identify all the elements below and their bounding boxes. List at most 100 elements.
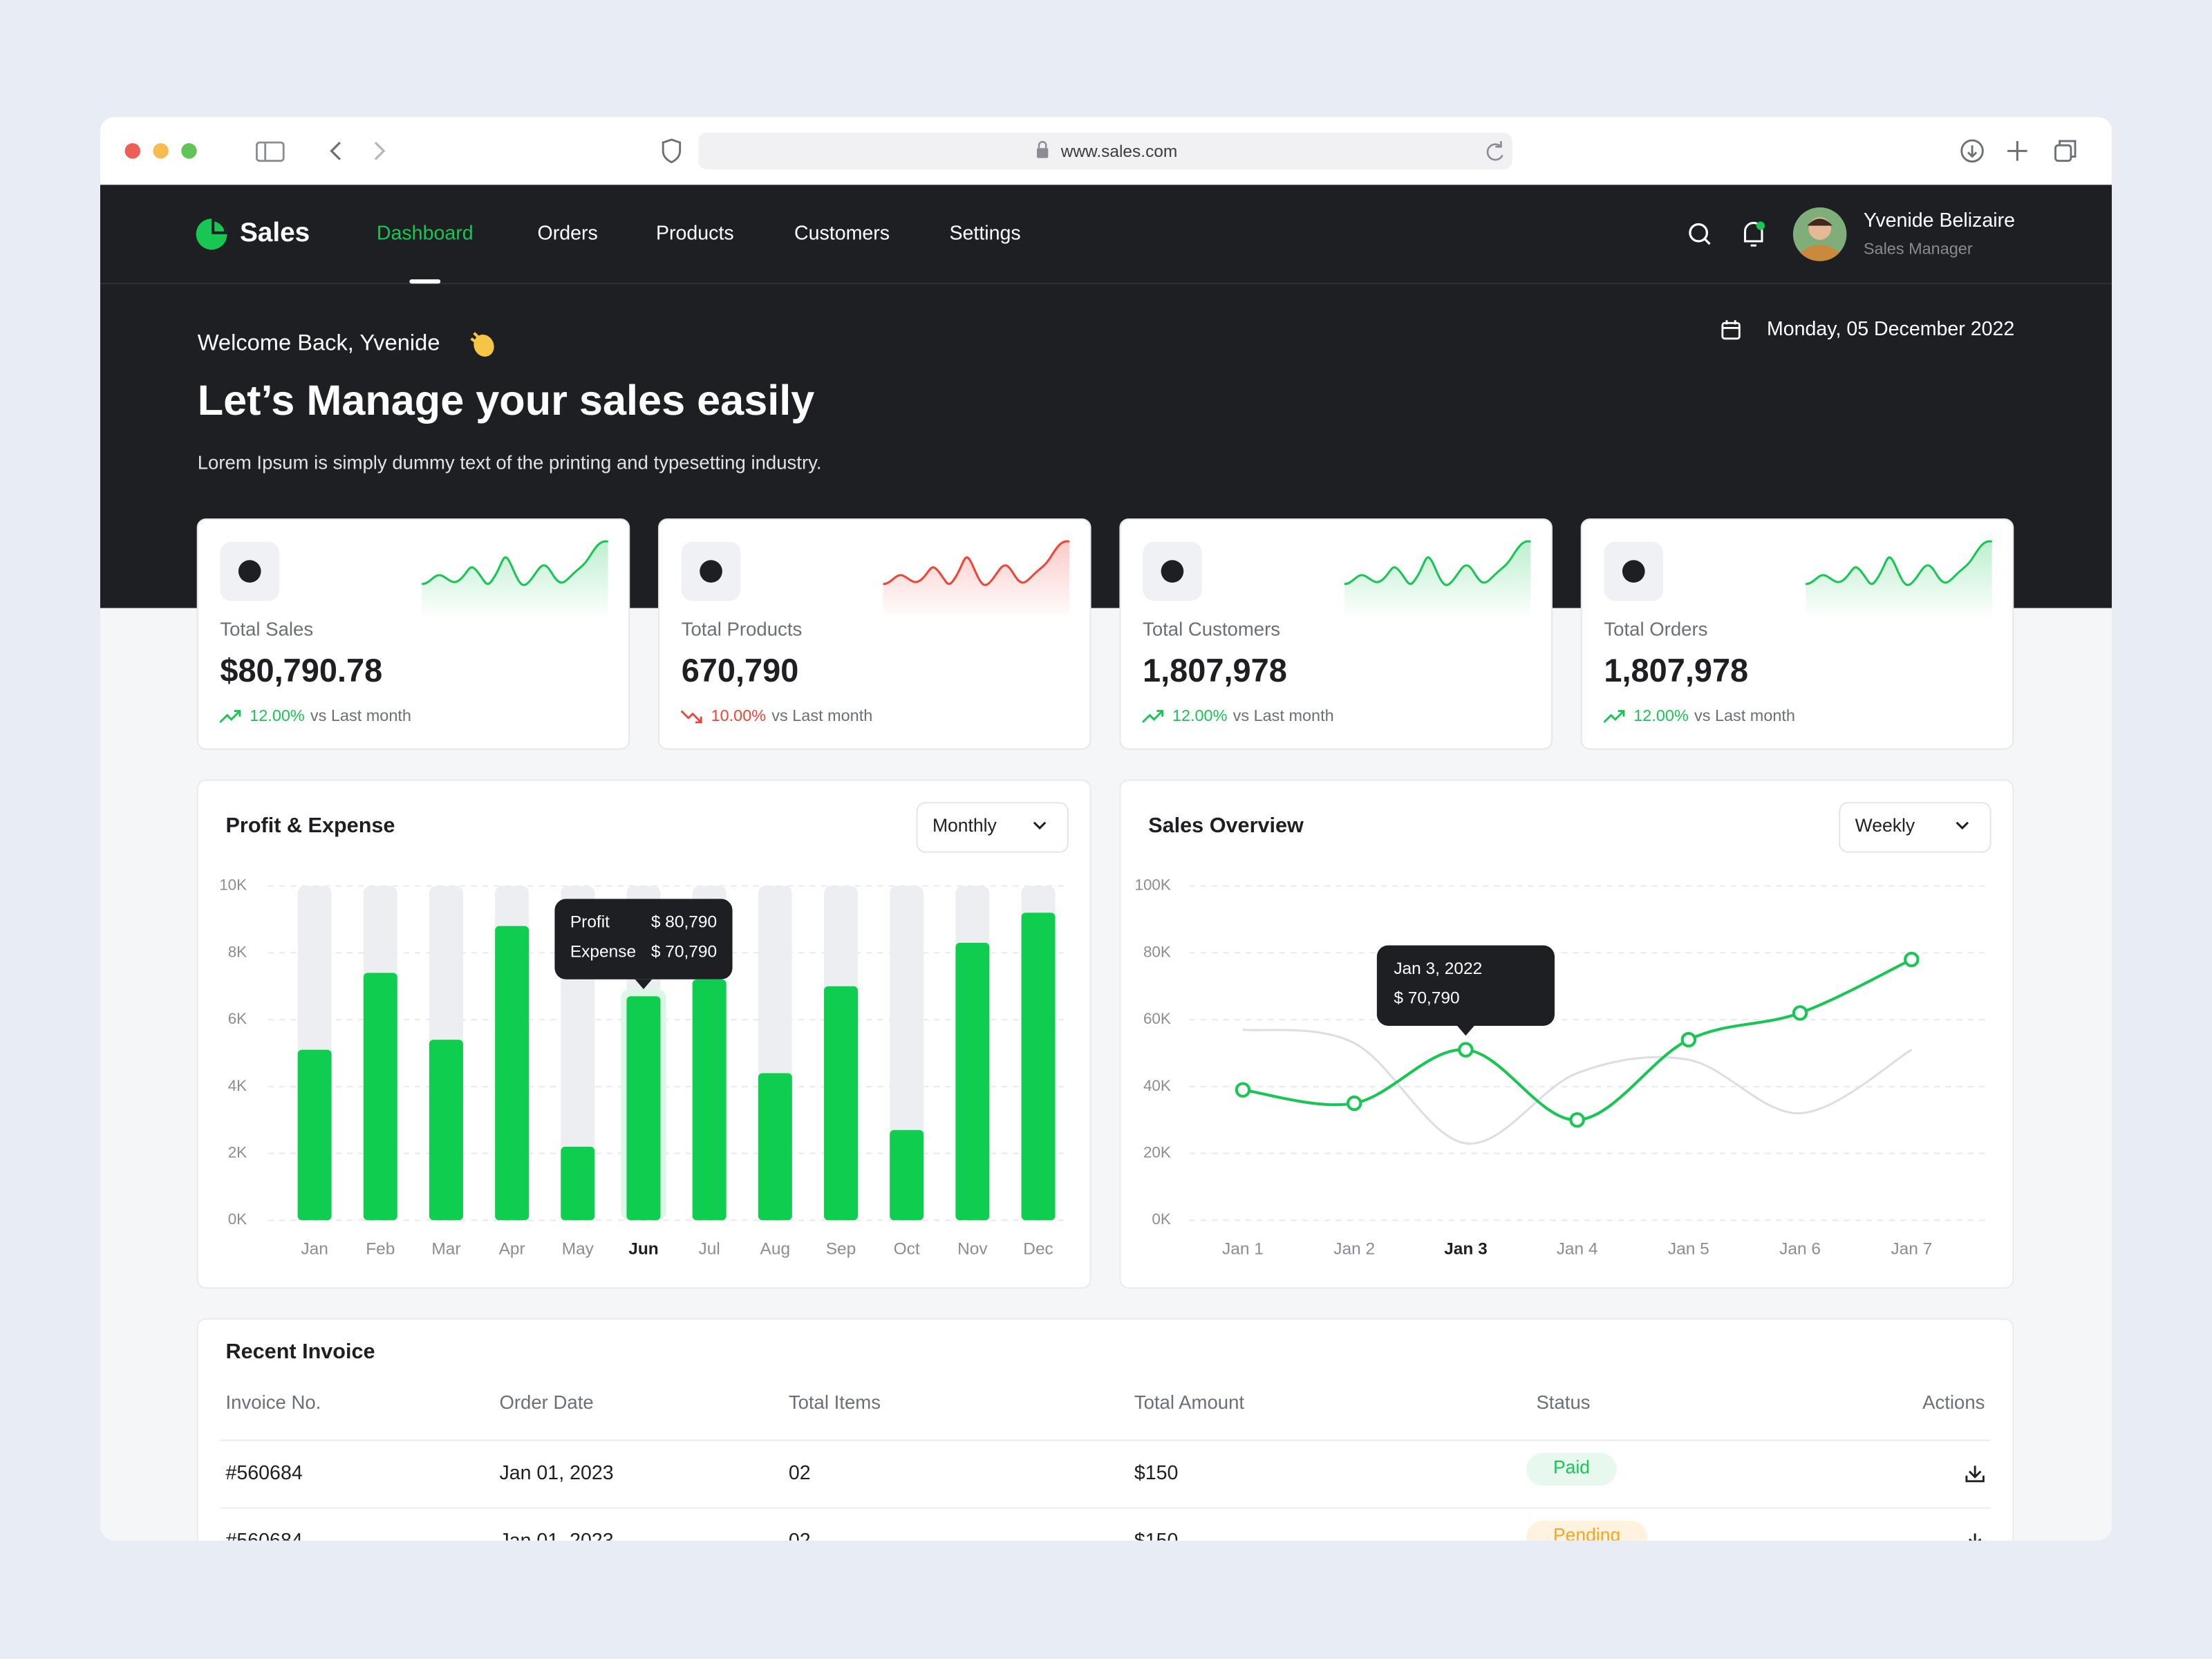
point bbox=[1235, 1082, 1251, 1098]
y-tick-label: 2K bbox=[228, 1143, 247, 1161]
wave-emoji bbox=[470, 332, 494, 357]
minimize-button[interactable] bbox=[153, 143, 169, 159]
tooltip-value: $ 70,790 bbox=[1394, 989, 1459, 1008]
sparkline bbox=[1344, 540, 1531, 619]
bar bbox=[1021, 912, 1056, 1221]
notifications-button[interactable] bbox=[1743, 221, 1765, 247]
x-tick-label: Oct bbox=[894, 1240, 920, 1259]
table-cell: $150 bbox=[1134, 1462, 1179, 1484]
dropdown-label[interactable]: Weekly bbox=[1855, 815, 1915, 836]
stat-icon bbox=[1622, 560, 1645, 583]
x-tick-label: Apr bbox=[499, 1240, 525, 1259]
table-cell: #560684 bbox=[226, 1462, 303, 1484]
tooltip bbox=[554, 899, 733, 980]
y-tick-label: 20K bbox=[1143, 1143, 1171, 1161]
tooltip-date: Jan 3, 2022 bbox=[1394, 959, 1482, 978]
bar bbox=[495, 926, 529, 1221]
bar bbox=[955, 942, 990, 1221]
stat-note: vs Last month bbox=[1233, 706, 1334, 724]
status-pill bbox=[1526, 1453, 1617, 1485]
point bbox=[1458, 1042, 1474, 1058]
table-cell: 02 bbox=[789, 1530, 811, 1552]
nav-item[interactable]: Settings bbox=[949, 222, 1020, 244]
y-tick-label: 6K bbox=[228, 1010, 247, 1027]
nav-item[interactable]: Dashboard bbox=[377, 222, 474, 244]
sparkline-area bbox=[883, 541, 1069, 619]
stat-value: $80,790.78 bbox=[220, 653, 382, 688]
forward-button[interactable] bbox=[374, 141, 386, 160]
back-button[interactable] bbox=[330, 141, 341, 160]
bar bbox=[297, 1049, 332, 1221]
table-cell: Jan 01, 2023 bbox=[499, 1530, 613, 1552]
new-tab-button[interactable] bbox=[2007, 141, 2027, 161]
status-text: Pending bbox=[1553, 1524, 1620, 1545]
x-tick-label: Jun bbox=[628, 1240, 659, 1259]
logo-icon bbox=[196, 218, 227, 250]
nav-item[interactable]: Orders bbox=[538, 222, 598, 244]
stat-change: 12.00% bbox=[1172, 706, 1228, 724]
x-tick-label: Jan 1 bbox=[1222, 1240, 1264, 1259]
sparkline-area bbox=[422, 541, 608, 619]
stat-note: vs Last month bbox=[310, 706, 411, 724]
user-role: Sales Manager bbox=[1864, 239, 1973, 257]
browser-window: www.sales.com Sales Yvenide Belizaire Sa… bbox=[100, 117, 2112, 1552]
shield-icon[interactable] bbox=[662, 138, 682, 164]
x-tick-label: Jul bbox=[699, 1240, 720, 1259]
tooltip-value: $ 70,790 bbox=[651, 942, 717, 961]
avatar[interactable] bbox=[1792, 207, 1847, 261]
sparkline bbox=[1806, 540, 1993, 619]
close-button[interactable] bbox=[124, 143, 141, 159]
subtitle: Lorem Ipsum is simply dummy text of the … bbox=[198, 452, 822, 474]
x-tick-label: Jan 2 bbox=[1333, 1240, 1375, 1259]
sparkline-line bbox=[883, 540, 1070, 586]
column-header: Status bbox=[1536, 1391, 1590, 1413]
period-dropdown[interactable] bbox=[916, 802, 1069, 853]
table-cell: Jan 01, 2023 bbox=[499, 1462, 613, 1484]
table-cell: $150 bbox=[1134, 1530, 1179, 1552]
tooltip-label: Profit bbox=[570, 913, 610, 932]
stat-title: Total Orders bbox=[1604, 619, 1707, 640]
nav-item[interactable]: Customers bbox=[794, 222, 890, 244]
chart-title: Profit & Expense bbox=[226, 814, 395, 837]
sidebar-toggle[interactable] bbox=[256, 141, 285, 162]
bar bbox=[890, 1130, 924, 1221]
download-button[interactable] bbox=[1960, 139, 1984, 163]
trend-icon bbox=[1142, 710, 1164, 723]
table-title: Recent Invoice bbox=[226, 1340, 375, 1363]
calendar-icon bbox=[1721, 320, 1741, 340]
date: Monday, 05 December 2022 bbox=[1767, 318, 2014, 340]
y-tick-label: 100K bbox=[1134, 877, 1170, 894]
period-dropdown[interactable] bbox=[1839, 802, 1991, 853]
stat-value: 1,807,978 bbox=[1143, 653, 1287, 688]
bar bbox=[429, 1040, 463, 1221]
stat-card bbox=[658, 518, 1091, 750]
greeting: Welcome Back, Yvenide bbox=[198, 330, 440, 355]
x-tick-label: Sep bbox=[826, 1240, 856, 1259]
reload-button[interactable] bbox=[1486, 141, 1503, 161]
point bbox=[1569, 1112, 1585, 1128]
y-tick-label: 60K bbox=[1143, 1010, 1171, 1027]
brand[interactable]: Sales bbox=[240, 218, 310, 247]
stat-icon bbox=[1161, 560, 1184, 583]
chart-title: Sales Overview bbox=[1148, 814, 1304, 837]
stat-note: vs Last month bbox=[1694, 706, 1795, 724]
nav-item[interactable]: Products bbox=[656, 222, 734, 244]
download-action[interactable] bbox=[1965, 1533, 1985, 1548]
address-bar[interactable] bbox=[698, 132, 1512, 169]
stat-value: 1,807,978 bbox=[1604, 653, 1748, 688]
dropdown-label[interactable]: Monthly bbox=[932, 815, 997, 836]
stat-value: 670,790 bbox=[682, 653, 799, 688]
trend-icon bbox=[219, 710, 241, 723]
point bbox=[1904, 951, 1920, 968]
x-tick-label: May bbox=[562, 1240, 594, 1259]
tabs-button[interactable] bbox=[2054, 140, 2077, 162]
bar bbox=[692, 980, 727, 1221]
user-name: Yvenide Belizaire bbox=[1864, 209, 2015, 232]
maximize-button[interactable] bbox=[181, 143, 197, 159]
active-indicator bbox=[409, 279, 441, 284]
stat-change: 12.00% bbox=[1633, 706, 1689, 724]
download-action[interactable] bbox=[1965, 1465, 1985, 1483]
tooltip-value: $ 80,790 bbox=[651, 913, 717, 932]
search-button[interactable] bbox=[1689, 223, 1711, 245]
